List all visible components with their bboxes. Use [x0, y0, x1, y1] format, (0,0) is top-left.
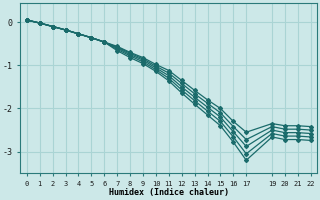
X-axis label: Humidex (Indice chaleur): Humidex (Indice chaleur)	[109, 188, 229, 197]
